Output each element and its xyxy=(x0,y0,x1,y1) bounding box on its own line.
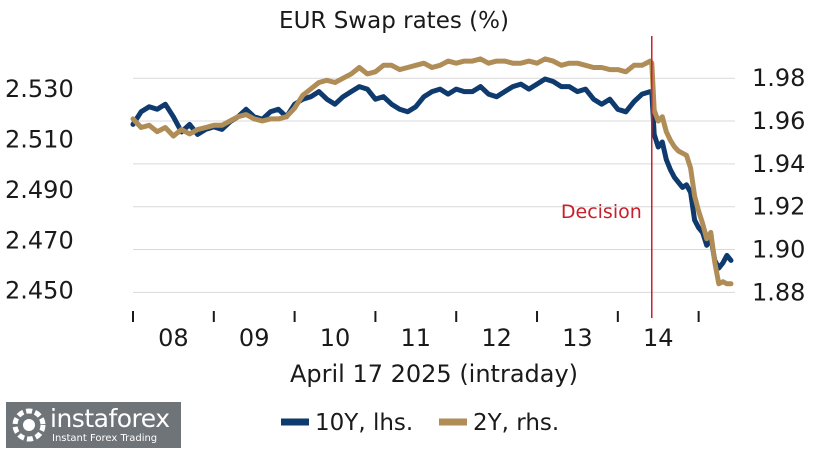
right-tick-label: 1.90 xyxy=(752,236,805,264)
logo-name: instaforex xyxy=(50,404,170,433)
logo-gear-icon xyxy=(12,408,46,442)
right-tick-label: 1.96 xyxy=(752,107,805,135)
right-tick-label: 1.92 xyxy=(752,193,805,221)
legend-label: 10Y, lhs. xyxy=(315,410,413,436)
decision-label: Decision xyxy=(561,201,642,223)
legend: 10Y, lhs. 2Y, rhs. xyxy=(281,410,559,436)
decision-annotation: Decision xyxy=(561,36,653,318)
series-line-10y xyxy=(130,76,734,271)
logo-tagline: Instant Forex Trading xyxy=(52,433,158,444)
instaforex-logo: instaforex Instant Forex Trading xyxy=(6,402,181,448)
left-axis: 2.530 2.510 2.490 2.470 2.450 xyxy=(5,75,74,305)
x-tick-label: 10 xyxy=(320,324,351,352)
left-tick-label: 2.530 xyxy=(5,75,74,103)
legend-label: 2Y, rhs. xyxy=(473,410,559,436)
x-tick-label: 14 xyxy=(643,324,674,352)
x-tick-label: 08 xyxy=(158,324,189,352)
x-tick-label: 09 xyxy=(239,324,270,352)
right-tick-label: 1.94 xyxy=(752,150,805,178)
x-tick-label: 11 xyxy=(401,324,432,352)
left-tick-label: 2.450 xyxy=(5,277,74,305)
series-line-2y xyxy=(130,56,734,287)
x-tick-label: 12 xyxy=(481,324,512,352)
grid-lines xyxy=(133,77,735,293)
x-axis: 08 09 10 11 12 13 14 xyxy=(132,311,700,352)
right-axis: 1.98 1.96 1.94 1.92 1.90 1.88 xyxy=(752,64,805,306)
series-layer xyxy=(130,56,734,287)
x-axis-label: April 17 2025 (intraday) xyxy=(290,360,578,388)
left-tick-label: 2.510 xyxy=(5,125,74,153)
right-tick-label: 1.98 xyxy=(752,64,805,92)
chart-title: EUR Swap rates (%) xyxy=(279,8,509,34)
left-tick-label: 2.490 xyxy=(5,176,74,204)
left-tick-label: 2.470 xyxy=(5,226,74,254)
x-tick-label: 13 xyxy=(562,324,593,352)
right-tick-label: 1.88 xyxy=(752,278,805,306)
